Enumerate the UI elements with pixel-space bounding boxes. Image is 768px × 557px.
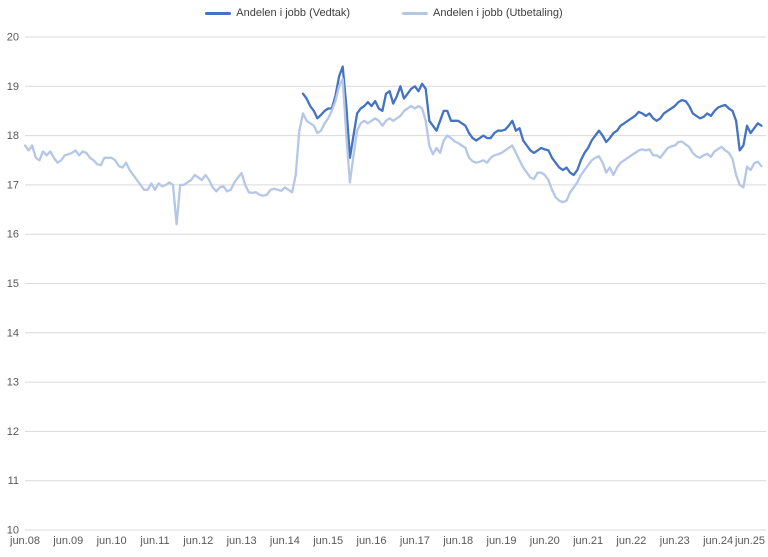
x-axis-label: jun.18 — [442, 535, 473, 547]
y-axis-label: 19 — [7, 81, 19, 93]
x-axis-label: jun.20 — [529, 535, 560, 547]
legend-item-utbetaling: Andelen i jobb (Utbetaling) — [402, 7, 563, 19]
x-axis-label: jun.19 — [486, 535, 517, 547]
x-axis-label: jun.21 — [572, 535, 603, 547]
legend-label-utbetaling: Andelen i jobb (Utbetaling) — [433, 7, 563, 19]
x-axis-label: jun.09 — [52, 535, 83, 547]
x-axis-label: jun.22 — [615, 535, 646, 547]
legend-item-vedtak: Andelen i jobb (Vedtak) — [205, 7, 350, 19]
series-line-utbetaling — [23, 77, 763, 226]
x-axis-label: jun.08 — [9, 535, 40, 547]
x-axis-label: jun.24 — [702, 535, 733, 547]
x-axis-label: jun.10 — [96, 535, 127, 547]
x-axis-label: jun.17 — [399, 535, 430, 547]
y-axis-label: 18 — [7, 130, 19, 142]
x-axis-label: jun.14 — [269, 535, 300, 547]
y-axis-label: 14 — [7, 327, 19, 339]
y-axis-label: 16 — [7, 229, 19, 241]
y-axis-label: 10 — [7, 525, 19, 537]
legend-line-swatch-utbetaling — [402, 11, 429, 15]
y-axis-label: 15 — [7, 278, 19, 290]
x-axis-label: jun.12 — [182, 535, 213, 547]
y-axis-label: 13 — [7, 377, 19, 389]
x-axis-label: jun.11 — [139, 535, 169, 547]
y-axis-label: 20 — [7, 32, 19, 44]
x-axis-label: jun.25 — [734, 535, 765, 547]
y-axis-label: 17 — [7, 179, 19, 191]
y-axis-label: 11 — [8, 475, 19, 487]
chart-legend: Andelen i jobb (Vedtak) Andelen i jobb (… — [0, 7, 768, 19]
legend-line-swatch-vedtak — [205, 11, 232, 15]
x-axis-label: jun.16 — [356, 535, 387, 547]
x-axis-label: jun.23 — [659, 535, 690, 547]
x-axis-label: jun.13 — [226, 535, 257, 547]
legend-label-vedtak: Andelen i jobb (Vedtak) — [236, 7, 351, 19]
x-axis-label: jun.15 — [312, 535, 343, 547]
y-axis-label: 12 — [7, 426, 19, 438]
series-line-vedtak — [301, 65, 763, 177]
